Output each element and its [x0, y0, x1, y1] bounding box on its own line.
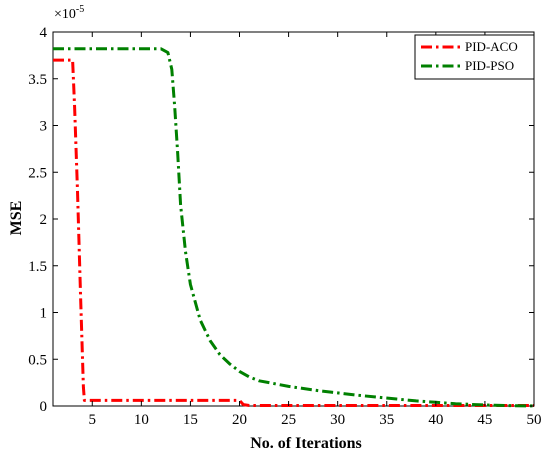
x-tick-label: 15 [183, 412, 198, 428]
tick-layer: 5 10 15 20 25 30 35 40 45 50 0 0.5 1 1.5 2 2.5 3 3.5 4 [28, 25, 541, 428]
x-tick-label: 45 [477, 412, 492, 428]
y-tick-label: 1 [40, 306, 48, 322]
series-line-pid-pso [53, 47, 535, 408]
plot-frame [52, 31, 535, 407]
x-tick-label: 25 [281, 412, 296, 428]
y-multiplier: ×10-5 [54, 4, 84, 22]
x-tick-label: 30 [330, 412, 345, 428]
x-tick-label: 20 [232, 412, 247, 428]
x-tick-label: 10 [134, 412, 149, 428]
series-line-pid-aco [53, 58, 534, 407]
y-tick-label: 3.5 [28, 72, 47, 88]
x-tick-label: 50 [527, 412, 542, 428]
y-axis-title: MSE [8, 201, 25, 236]
x-axis-title: No. of Iterations [250, 435, 362, 452]
x-tick-label: 5 [89, 412, 97, 428]
y-tick-label: 1.5 [28, 259, 47, 275]
y-tick-label: 0.5 [28, 352, 47, 368]
y-tick-label: 0 [40, 399, 48, 415]
legend: PID-ACO PID-PSO [414, 34, 535, 80]
legend-label-pid-pso: PID-PSO [465, 58, 514, 73]
plot-frame-layer [52, 31, 535, 407]
legend-label-pid-aco: PID-ACO [465, 39, 518, 54]
series-layer [53, 47, 535, 408]
y-tick-label: 4 [40, 25, 48, 41]
y-tick-label: 2.5 [28, 165, 47, 181]
x-tick-label: 35 [379, 412, 394, 428]
x-tick-label: 40 [428, 412, 443, 428]
y-tick-label: 3 [40, 119, 48, 135]
legend-box [414, 34, 535, 80]
y-tick-label: 2 [40, 212, 48, 228]
